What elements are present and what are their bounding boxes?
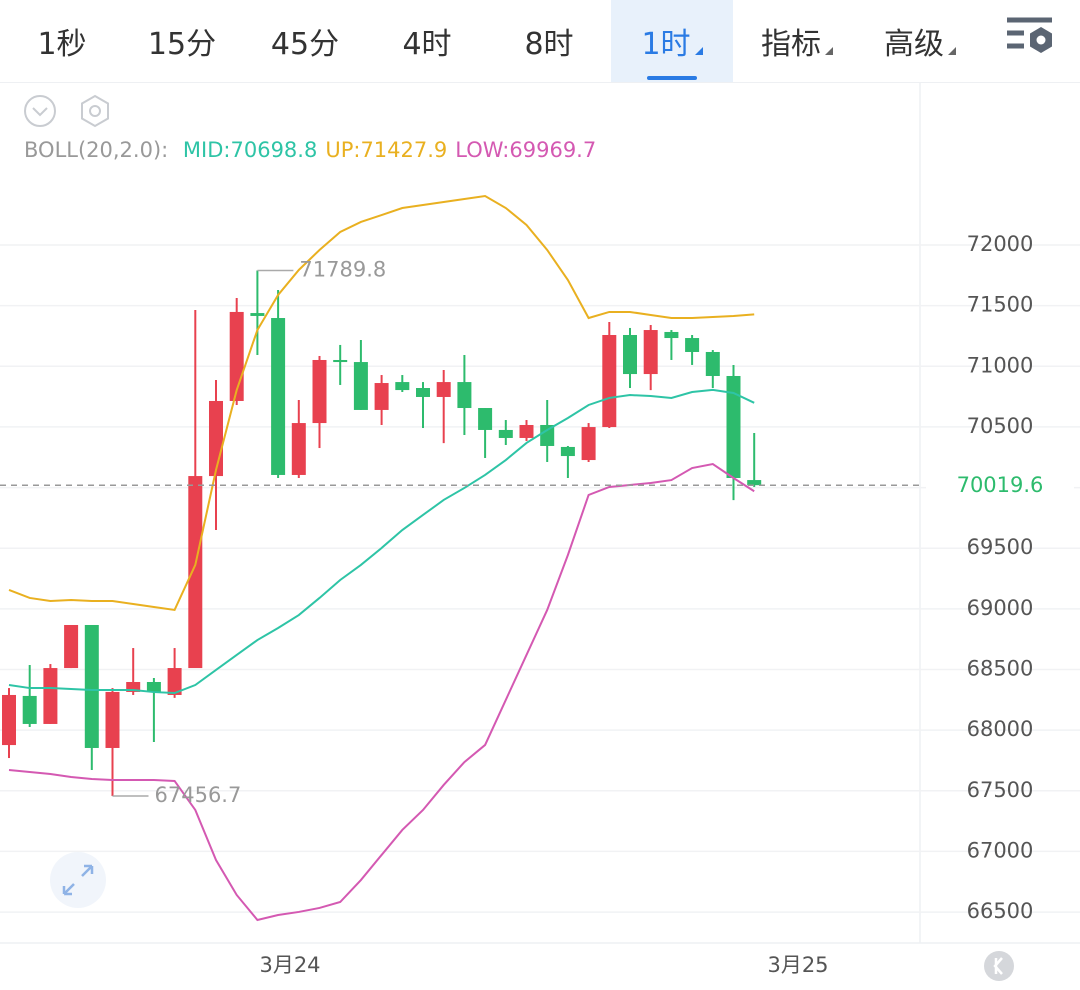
legend-value: 71427.9 [360, 138, 448, 162]
tab[interactable]: 高级 [859, 0, 981, 82]
x-tick-label: 3月25 [767, 953, 828, 977]
tab-label: 高级 [884, 27, 944, 62]
y-tick-label: 71000 [967, 353, 1034, 377]
tab-label: 1时 [641, 27, 691, 62]
tab-dropdown [694, 47, 703, 55]
candle-body [188, 476, 203, 669]
candle-body [271, 318, 286, 475]
indicator-label: BOLL(20,2.0): [24, 138, 169, 162]
y-tick-label: 72000 [967, 232, 1034, 256]
legend-entry: UP:71427.9 [325, 138, 447, 162]
candle-body [519, 424, 534, 438]
indicator-legend: BOLL(20,2.0): MID:70698.8 UP:71427.9 LOW:6… [24, 138, 596, 162]
period-tabs: 1秒 15分 45分 4时 8时 1时 指标 高级 [0, 0, 1080, 83]
candle-body [22, 695, 37, 724]
candle-body [146, 681, 161, 692]
legend-name: UP: [325, 138, 361, 162]
candle-body [478, 408, 493, 430]
candle-body [726, 375, 741, 478]
candle-body [395, 382, 410, 391]
candle-body [560, 446, 575, 457]
y-tick-label: 71500 [967, 293, 1034, 317]
candle-body [333, 359, 348, 363]
candle-body [705, 351, 720, 376]
candle-body [374, 383, 389, 410]
tab[interactable]: 指标 [736, 0, 858, 82]
candle-body [602, 334, 617, 428]
tab-label: 8时 [524, 27, 574, 62]
candle-body [643, 330, 658, 375]
candle-body [43, 668, 58, 724]
y-tick-label: 67500 [967, 778, 1034, 802]
candle-body [623, 334, 637, 375]
boll-line [8, 194, 755, 612]
candle-body [540, 424, 555, 446]
tab-label: 15分 [147, 27, 217, 62]
legend-value: 70698.8 [230, 138, 318, 162]
tab[interactable]: 4时 [366, 0, 488, 82]
max-label: 71789.8 [299, 258, 386, 282]
min-label: 67456.7 [155, 783, 242, 807]
candle-body [167, 668, 182, 695]
candle-body [126, 681, 141, 692]
candle-body [209, 400, 223, 477]
tab-dropdown [948, 47, 956, 55]
candle-body [84, 624, 99, 748]
candle-body [498, 429, 513, 438]
legend-value: 69969.7 [509, 138, 597, 162]
candle-body [685, 338, 700, 352]
y-tick-label: 70500 [967, 414, 1034, 438]
candle-body [312, 359, 327, 424]
candle-body [353, 362, 368, 410]
candle-body [747, 480, 762, 486]
last-price-box [926, 466, 1074, 505]
candle-body [416, 388, 430, 397]
last-price-label: 70019.6 [957, 473, 1044, 497]
y-tick-label: 68000 [967, 717, 1034, 741]
boll-line [8, 388, 755, 695]
y-tick-label: 69500 [967, 535, 1034, 559]
candle-body [581, 427, 596, 461]
tab-label: 1秒 [37, 27, 87, 62]
tab[interactable]: 1时 [611, 0, 733, 82]
legend-name: MID: [182, 138, 231, 162]
legend-entry: MID:70698.8 [183, 138, 317, 162]
y-tick-label: 66500 [967, 899, 1034, 923]
tab-label: 45分 [270, 27, 340, 62]
tab-underline [647, 76, 697, 80]
candle-body [664, 331, 679, 339]
candle-body [291, 423, 306, 475]
candle-body [250, 313, 265, 316]
tab-dropdown [825, 47, 833, 55]
tab[interactable]: 8时 [488, 0, 610, 82]
tab-label: 4时 [402, 27, 452, 62]
tab-label: 指标 [761, 27, 821, 62]
candle-body [457, 382, 472, 409]
tab[interactable]: 1秒 [1, 0, 123, 82]
tab[interactable]: 45分 [244, 0, 366, 82]
candle-body [105, 691, 120, 748]
y-tick-label: 68500 [967, 657, 1034, 681]
x-tick-label: 3月24 [259, 953, 320, 977]
candle-body [436, 382, 451, 397]
candle-body [2, 694, 16, 746]
candle-body [64, 624, 79, 669]
y-tick-label: 67000 [967, 838, 1034, 862]
legend-entry: LOW:69969.7 [455, 138, 596, 162]
legend-name: LOW: [455, 138, 510, 162]
tab[interactable]: 15分 [121, 0, 243, 82]
y-tick-label: 69000 [967, 596, 1034, 620]
